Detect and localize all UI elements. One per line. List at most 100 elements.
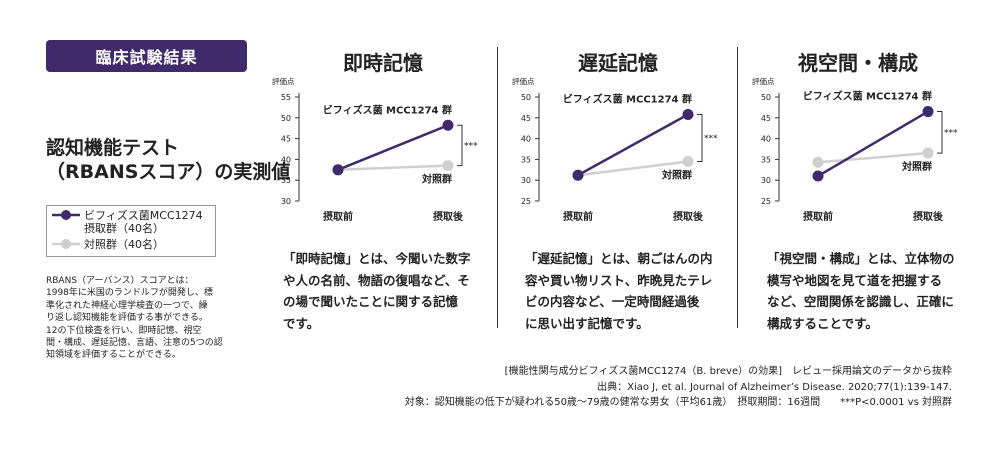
legend-treatment-label1: ビフィズス菌MCC1274 <box>84 209 203 222</box>
test-title-line2: （RBANSスコア）の実測値 <box>46 161 291 183</box>
y-tick-label: 40 <box>281 155 291 164</box>
significance-label: *** <box>464 141 478 151</box>
desc-line: や人の名前、物語の復唱など、そ <box>283 272 470 288</box>
rbans-note-line: 間・構成、遅延記憶、言語、注意の5つの認 <box>46 338 223 349</box>
series-label-control: 対照群 <box>901 160 932 173</box>
chart-delayed-memory: 評価点 25 30 35 40 45 50 摂取前 摂取後 ビフィズス菌 MCC1274 群対照群… <box>512 76 718 221</box>
y-tick-label: 25 <box>521 197 531 206</box>
y-tick-label: 25 <box>761 197 771 206</box>
panel-title-visuospatial: 視空間・構成 <box>798 51 918 75</box>
data-point-treatment <box>442 119 454 131</box>
clinical-results-badge: 臨床試験結果 <box>46 40 247 72</box>
y-tick-label: 30 <box>761 176 771 185</box>
series-line-treatment <box>337 124 449 171</box>
desc-line: 「即時記憶」とは、今聞いた数字 <box>283 251 471 266</box>
y-tick-label: 50 <box>281 114 291 123</box>
data-point-treatment <box>812 170 824 182</box>
data-point-treatment <box>332 164 344 176</box>
desc-line: 構成することです。 <box>767 315 878 331</box>
y-tick-label: 50 <box>761 93 771 102</box>
desc-line: の場で聞いたことに関する記憶 <box>283 294 459 309</box>
desc-line: 模写や地図を見て道を把握する <box>767 272 943 288</box>
desc-line: に思い出す記憶です。 <box>525 315 649 331</box>
series-line-control <box>337 164 449 172</box>
series-line-control <box>577 160 689 177</box>
x-tick-label: 摂取後 <box>673 210 704 221</box>
series-label-treatment: ビフィズス菌 MCC1274 群 <box>803 90 932 103</box>
footer-subjects: 対象：認知機能の低下が疑われる50歳～79歳の健常な男女（平均61歳） 摂取期間… <box>404 397 952 408</box>
rbans-note-line: 12の下位検査を行い、即時記憶、視空 <box>46 325 202 336</box>
test-title-line1: 認知機能テスト <box>46 137 180 159</box>
y-tick-label: 30 <box>521 176 531 185</box>
footer-note: [機能性関与成分ビフィズス菌MCC1274（B. breve）の効果] レビュー… <box>504 366 952 377</box>
series-label-control: 対照群 <box>421 173 452 186</box>
data-point-treatment <box>682 108 694 120</box>
chart-immediate-memory: 評価点 30 35 40 45 50 55 摂取前 摂取後 ビフィズス菌 MCC1274 群対照群… <box>272 76 478 221</box>
desc-delayed-memory: 「遅延記憶」とは、朝ごはんの内 容や買い物リスト、昨晩見たテレ ビの内容など、一… <box>525 248 735 334</box>
panel-title-immediate-memory: 即時記憶 <box>343 51 423 75</box>
legend-item-treatment: ビフィズス菌MCC1274 摂取群（40名） <box>51 209 203 235</box>
data-point-control <box>442 160 454 172</box>
desc-visuospatial: 「視空間・構成」とは、立体物の 模写や地図を見て道を把握する など、空間関係を認… <box>767 248 977 334</box>
x-tick-label: 摂取前 <box>323 210 353 221</box>
y-tick-label: 35 <box>761 155 771 164</box>
data-point-control <box>682 155 694 167</box>
desc-line: 容や買い物リスト、昨晩見たテレ <box>525 272 713 288</box>
y-axis-label: 評価点 <box>272 76 295 86</box>
significance-label: *** <box>704 134 718 144</box>
rbans-note-line: り返し認知機能を評価する事ができる。 <box>46 313 208 324</box>
desc-line: 「遅延記憶」とは、朝ごはんの内 <box>525 251 713 266</box>
desc-line: など、空間関係を認識し、正確に <box>767 294 954 309</box>
series-line-treatment <box>817 110 929 178</box>
y-tick-label: 35 <box>281 176 291 185</box>
x-tick-label: 摂取後 <box>913 210 944 221</box>
y-tick-label: 40 <box>761 135 771 144</box>
legend-control-marker <box>52 239 80 249</box>
data-point-treatment <box>572 169 584 181</box>
significance-bracket <box>937 111 943 154</box>
series-label-control: 対照群 <box>661 168 692 181</box>
legend-treatment-marker <box>52 210 80 220</box>
chart-visuospatial: 評価点 25 30 35 40 45 50 摂取前 摂取後 ビフィズス菌 MCC1274 群対照群… <box>752 76 958 221</box>
legend-treatment-label2: 摂取群（40名） <box>84 222 164 235</box>
y-tick-label: 45 <box>761 114 771 123</box>
x-tick-label: 摂取前 <box>803 210 833 221</box>
desc-line: ビの内容など、一定時間経過後 <box>525 294 700 309</box>
significance-label: *** <box>944 128 958 138</box>
y-tick-label: 45 <box>521 114 531 123</box>
y-tick-label: 40 <box>521 135 531 144</box>
legend-item-control: 対照群（40名） <box>51 238 164 251</box>
y-tick-label: 45 <box>281 135 291 144</box>
footer-source: 出典：Xiao J, et al. Journal of Alzheimer’s… <box>597 382 952 393</box>
y-axis-label: 評価点 <box>752 76 775 86</box>
data-point-control <box>922 147 934 159</box>
y-tick-label: 30 <box>281 197 291 206</box>
rbans-note-line: 知領域を評価することができる。 <box>46 350 181 361</box>
panel-title-delayed-memory: 遅延記憶 <box>578 51 658 75</box>
data-point-treatment <box>922 106 934 118</box>
significance-bracket <box>697 113 703 162</box>
x-tick-label: 摂取後 <box>433 210 464 221</box>
legend-control-label: 対照群（40名） <box>84 238 164 251</box>
desc-line: 「視空間・構成」とは、立体物の <box>767 251 955 266</box>
rbans-note-line: 1998年に米国のランドルフが開発し、標 <box>46 288 213 299</box>
series-line-control <box>817 151 929 164</box>
y-axis-label: 評価点 <box>512 76 535 86</box>
y-tick-label: 55 <box>281 93 291 102</box>
desc-immediate-memory: 「即時記憶」とは、今聞いた数字 や人の名前、物語の復唱など、そ の場で聞いたこと… <box>283 248 493 334</box>
legend: ビフィズス菌MCC1274 摂取群（40名） 対照群（40名） <box>46 205 216 257</box>
y-tick-label: 35 <box>521 155 531 164</box>
desc-line: です。 <box>283 315 320 331</box>
series-label-treatment: ビフィズス菌 MCC1274 群 <box>323 103 452 116</box>
panel-divider <box>497 47 498 328</box>
panel-divider <box>737 47 738 328</box>
significance-bracket <box>457 124 463 167</box>
rbans-note-line: RBANS（アーバンス）スコアとは： <box>46 276 194 286</box>
rbans-note: RBANS（アーバンス）スコアとは： 1998年に米国のランドルフが開発し、標 … <box>46 275 246 362</box>
rbans-note-line: 準化された神経心理学検査の一つで、繰 <box>46 300 208 311</box>
data-point-control <box>812 156 824 168</box>
series-label-treatment: ビフィズス菌 MCC1274 群 <box>563 92 692 105</box>
x-tick-label: 摂取前 <box>563 210 593 221</box>
y-tick-label: 50 <box>521 93 531 102</box>
series-line-treatment <box>577 113 689 177</box>
